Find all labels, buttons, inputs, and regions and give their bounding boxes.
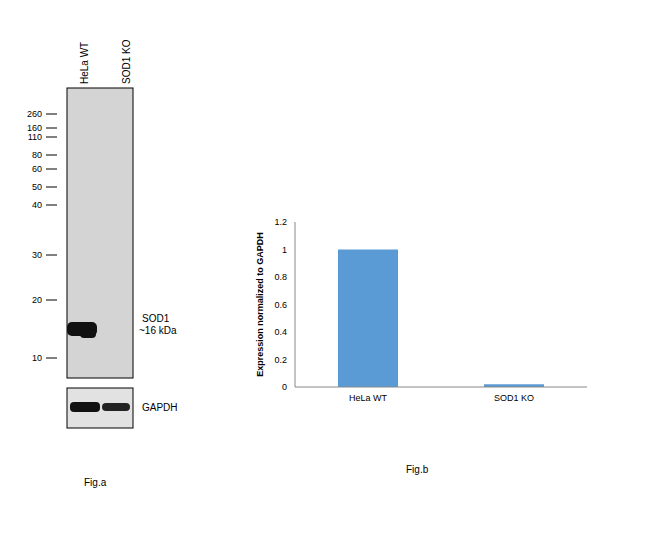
svg-text:Fig.a: Fig.a [84,477,107,488]
svg-text:SOD1 KO: SOD1 KO [121,39,132,84]
svg-text:0: 0 [282,382,287,392]
svg-text:20: 20 [32,295,42,305]
svg-text:GAPDH: GAPDH [142,402,178,413]
svg-text:HeLa WT: HeLa WT [79,42,90,84]
svg-text:160: 160 [27,123,42,133]
svg-text:30: 30 [32,250,42,260]
svg-text:10: 10 [32,353,42,363]
svg-text:80: 80 [32,150,42,160]
svg-text:Expression normalized to GAPDH: Expression normalized to GAPDH [255,232,265,377]
svg-text:0.8: 0.8 [274,272,287,282]
html-text:Fig.b: Fig.b [406,464,429,475]
svg-text:0.6: 0.6 [274,300,287,310]
svg-text:1.2: 1.2 [274,217,287,227]
svg-text:40: 40 [32,200,42,210]
svg-text:HeLa WT: HeLa WT [349,393,388,403]
svg-text:~16 kDa: ~16 kDa [139,325,177,336]
svg-text:260: 260 [27,109,42,119]
svg-text:SOD1: SOD1 [142,313,170,324]
svg-text:110: 110 [28,132,42,142]
svg-text:0.2: 0.2 [274,355,287,365]
svg-text:1: 1 [282,245,287,255]
svg-text:60: 60 [32,164,42,174]
svg-text:50: 50 [32,182,42,192]
svg-text:SOD1 KO: SOD1 KO [494,393,534,403]
svg-text:0.4: 0.4 [274,327,287,337]
